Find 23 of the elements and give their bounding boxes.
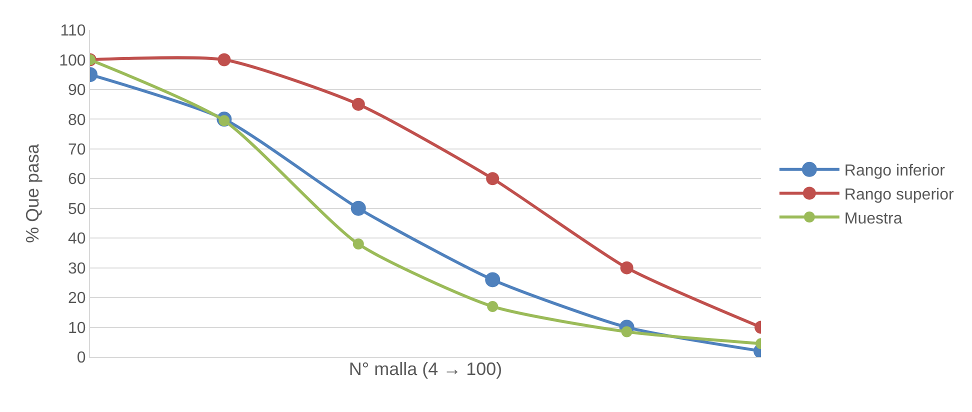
y-tick-label: 90 (68, 82, 86, 100)
y-tick-label: 20 (68, 290, 86, 308)
y-tick-label: 30 (68, 260, 86, 278)
legend-label: Rango inferior (844, 162, 946, 180)
point (352, 238, 364, 250)
y-tick-label: 100 (59, 52, 86, 70)
point (487, 300, 498, 312)
y-axis-title: % Que pasa (22, 142, 42, 244)
point (485, 272, 500, 288)
point (350, 200, 366, 216)
x-axis-title: N° malla (4 → 100) (348, 359, 502, 380)
y-tick-label: 50 (68, 200, 86, 218)
y-tick-label: 60 (68, 171, 86, 188)
y-tick-label: 70 (68, 142, 86, 159)
y-tick-label: 40 (68, 230, 86, 248)
y-tick-label: 10 (68, 320, 86, 337)
legend-label: Rango superior (844, 186, 954, 204)
point (352, 98, 365, 111)
y-tick-label: 80 (68, 112, 86, 129)
point (486, 172, 500, 186)
y-tick-label: 110 (60, 22, 86, 40)
legend-label: Muestra (844, 210, 902, 228)
y-tick-label: 0 (76, 350, 86, 367)
